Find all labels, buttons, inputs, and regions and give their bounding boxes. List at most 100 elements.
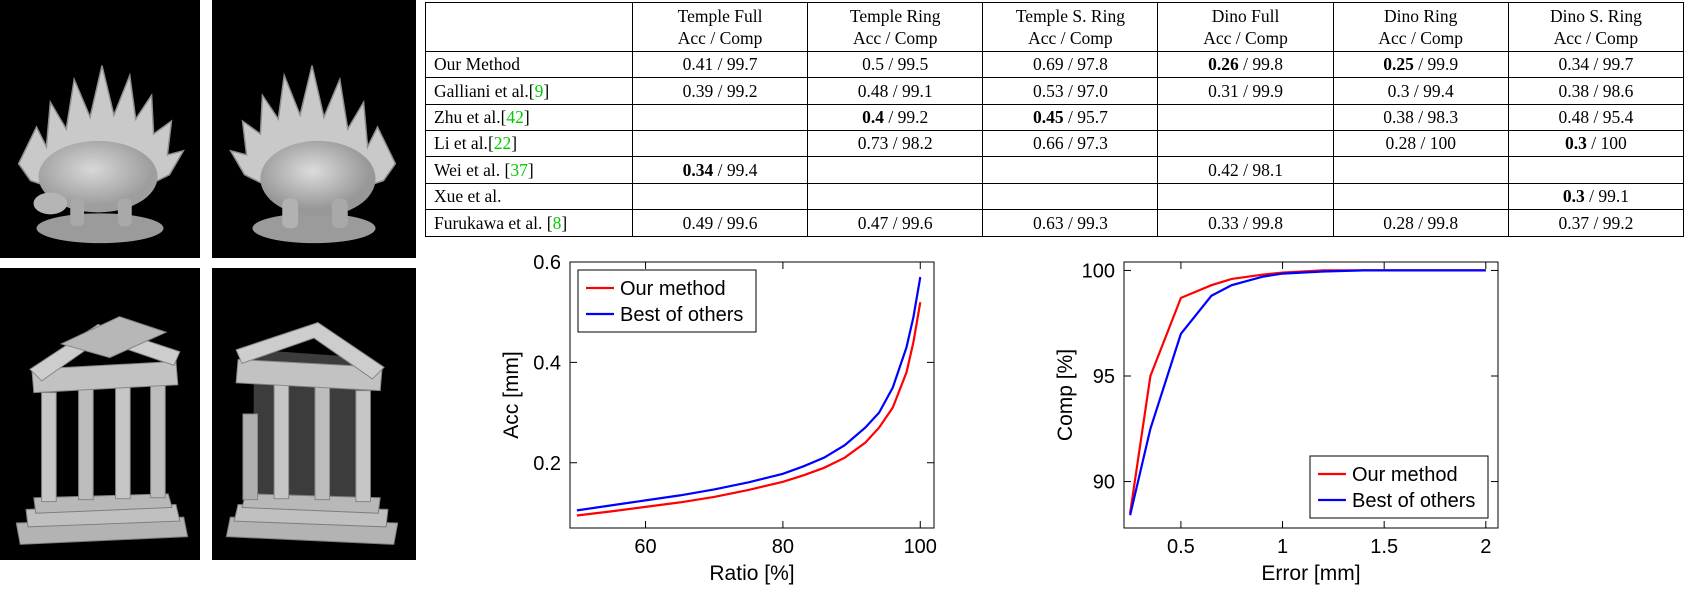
results-table: Temple Full Acc / Comp Temple Ring Acc / Co… [425, 2, 1685, 237]
table-row-wei-et-al: Wei et al. [37] 0.34 / 99.4 0.42 / 98.1 [425, 156, 1685, 184]
y-tick-label: 90 [1093, 472, 1115, 494]
acc-ratio-chart-svg: 60 80 100 0.2 0.4 0.6 Ratio [%] Acc [mm] Our met… [500, 252, 937, 585]
table-row-galliani-et-al: Galliani et al.[9] 0.39 / 99.2 0.48 / 99.1… [425, 77, 1685, 105]
result-cell: 0.66 / 97.3 [982, 129, 1159, 158]
method-cell: Xue et al. [425, 182, 633, 211]
results-table-head: Temple Full Acc / Comp Temple Ring Acc / Co… [425, 2, 1685, 52]
result-cell: 0.73 / 98.2 [807, 129, 984, 158]
stegosaurus-render-front [0, 0, 200, 258]
result-cell: 0.38 / 98.3 [1332, 103, 1509, 131]
x-tick-label: 1 [1277, 536, 1288, 558]
table-row-furukawa-et-al: Furukawa et al. [8] 0.49 / 99.6 0.47 / 99.… [425, 209, 1685, 237]
result-cell: 0.28 / 99.8 [1332, 209, 1509, 237]
citation-number[interactable]: 22 [493, 133, 512, 154]
citation-number[interactable]: 37 [510, 159, 528, 180]
table-corner-cell [425, 2, 633, 52]
legend: Our method Best of others [1309, 455, 1489, 519]
series-best-of-others [576, 276, 922, 512]
result-cell [1332, 182, 1509, 211]
citation-number[interactable]: 9 [534, 80, 544, 101]
series-our-method [576, 302, 922, 517]
table-row-xue-et-al: Xue et al. 0.3 / 99.1 [425, 182, 1685, 211]
result-cell [982, 182, 1159, 211]
method-cell: Furukawa et al. [8] [425, 209, 633, 237]
citation-number[interactable]: 42 [506, 107, 524, 128]
y-axis-label: Acc [mm] [500, 351, 523, 439]
series-best-of-others [1129, 269, 1486, 516]
result-cell: 0.53 / 97.0 [982, 77, 1159, 105]
result-cell: 0.41 / 99.7 [631, 50, 809, 79]
table-row-zhu-et-al: Zhu et al.[42] 0.4 / 99.2 0.45 / 95.7 0.38 … [425, 103, 1685, 131]
method-cell: Our Method [425, 50, 633, 79]
result-cell [1332, 156, 1509, 184]
temple-view1-image [15, 316, 189, 545]
method-cell: Zhu et al.[42] [425, 103, 633, 131]
result-cell [982, 156, 1159, 184]
column-header-dino-s-ring: Dino S. Ring Acc / Comp [1507, 2, 1685, 52]
column-header-dino-ring: Dino Ring Acc / Comp [1332, 2, 1509, 52]
result-cell [631, 182, 809, 211]
result-cell: 0.3 / 99.1 [1507, 182, 1685, 211]
y-tick-label: 95 [1093, 366, 1115, 388]
x-tick-label: 0.5 [1167, 536, 1195, 558]
result-cell: 0.31 / 99.9 [1157, 77, 1334, 105]
result-cell: 0.25 / 99.9 [1332, 50, 1509, 79]
result-cell [807, 156, 984, 184]
x-axis-label: Ratio [%] [709, 562, 794, 585]
result-cell: 0.49 / 99.6 [631, 209, 809, 237]
temple-render-view1 [0, 268, 200, 560]
citation-number[interactable]: 8 [552, 212, 562, 233]
results-table-body: Our Method 0.41 / 99.7 0.5 / 99.5 0.69 / 97… [425, 50, 1685, 237]
y-tick-label: 0.4 [533, 352, 561, 374]
method-cell: Galliani et al.[9] [425, 77, 633, 105]
result-cell: 0.3 / 100 [1507, 129, 1685, 158]
legend-label: Best of others [620, 304, 743, 326]
stegosaurus-render-back [212, 0, 416, 258]
result-cell [807, 182, 984, 211]
result-cell: 0.34 / 99.4 [631, 156, 809, 184]
temple-view2-image [225, 321, 399, 545]
acc-ratio-chart: 60 80 100 0.2 0.4 0.6 Ratio [%] Acc [mm] Our met… [498, 250, 948, 590]
result-cell: 0.38 / 98.6 [1507, 77, 1685, 105]
result-cell [1157, 129, 1334, 158]
result-cell [631, 103, 809, 131]
x-tick-label: 2 [1480, 536, 1491, 558]
result-cell: 0.34 / 99.7 [1507, 50, 1685, 79]
result-cell: 0.69 / 97.8 [982, 50, 1159, 79]
comp-error-chart-svg: 0.5 1 1.5 2 90 95 100 Error [mm] Comp [%] Our met… [1054, 260, 1499, 585]
result-cell: 0.39 / 99.2 [631, 77, 809, 105]
x-tick-label: 80 [772, 536, 794, 558]
comp-error-chart: 0.5 1 1.5 2 90 95 100 Error [mm] Comp [%] Our met… [1052, 250, 1512, 590]
column-header-temple-s-ring: Temple S. Ring Acc / Comp [982, 2, 1159, 52]
result-cell: 0.5 / 99.5 [807, 50, 984, 79]
result-cell: 0.48 / 95.4 [1507, 103, 1685, 131]
legend: Our method Best of others [577, 269, 757, 333]
column-header-temple-ring: Temple Ring Acc / Comp [807, 2, 984, 52]
y-tick-label: 0.6 [533, 252, 561, 274]
x-axis-label: Error [mm] [1261, 562, 1360, 585]
result-cell: 0.26 / 99.8 [1157, 50, 1334, 79]
result-cell [631, 129, 809, 158]
table-row-li-et-al: Li et al.[22] 0.73 / 98.2 0.66 / 97.3 0.28 … [425, 129, 1685, 158]
column-header-dino-full: Dino Full Acc / Comp [1157, 2, 1334, 52]
legend-label: Our method [1352, 464, 1458, 486]
legend-label: Best of others [1352, 490, 1475, 512]
result-cell: 0.33 / 99.8 [1157, 209, 1334, 237]
y-tick-label: 100 [1082, 260, 1115, 282]
result-cell: 0.37 / 99.2 [1507, 209, 1685, 237]
result-cell: 0.3 / 99.4 [1332, 77, 1509, 105]
y-axis-label: Comp [%] [1054, 349, 1077, 441]
result-cell [1157, 182, 1334, 211]
method-cell: Li et al.[22] [425, 129, 633, 158]
result-cell: 0.47 / 99.6 [807, 209, 984, 237]
result-cell [1507, 156, 1685, 184]
result-cell: 0.28 / 100 [1332, 129, 1509, 158]
x-tick-label: 1.5 [1370, 536, 1398, 558]
stegosaurus-back-image [229, 65, 397, 244]
x-tick-label: 100 [904, 536, 937, 558]
x-tick-label: 60 [634, 536, 656, 558]
y-tick-label: 0.2 [533, 453, 561, 475]
temple-render-view2 [212, 268, 416, 560]
result-cell: 0.63 / 99.3 [982, 209, 1159, 237]
